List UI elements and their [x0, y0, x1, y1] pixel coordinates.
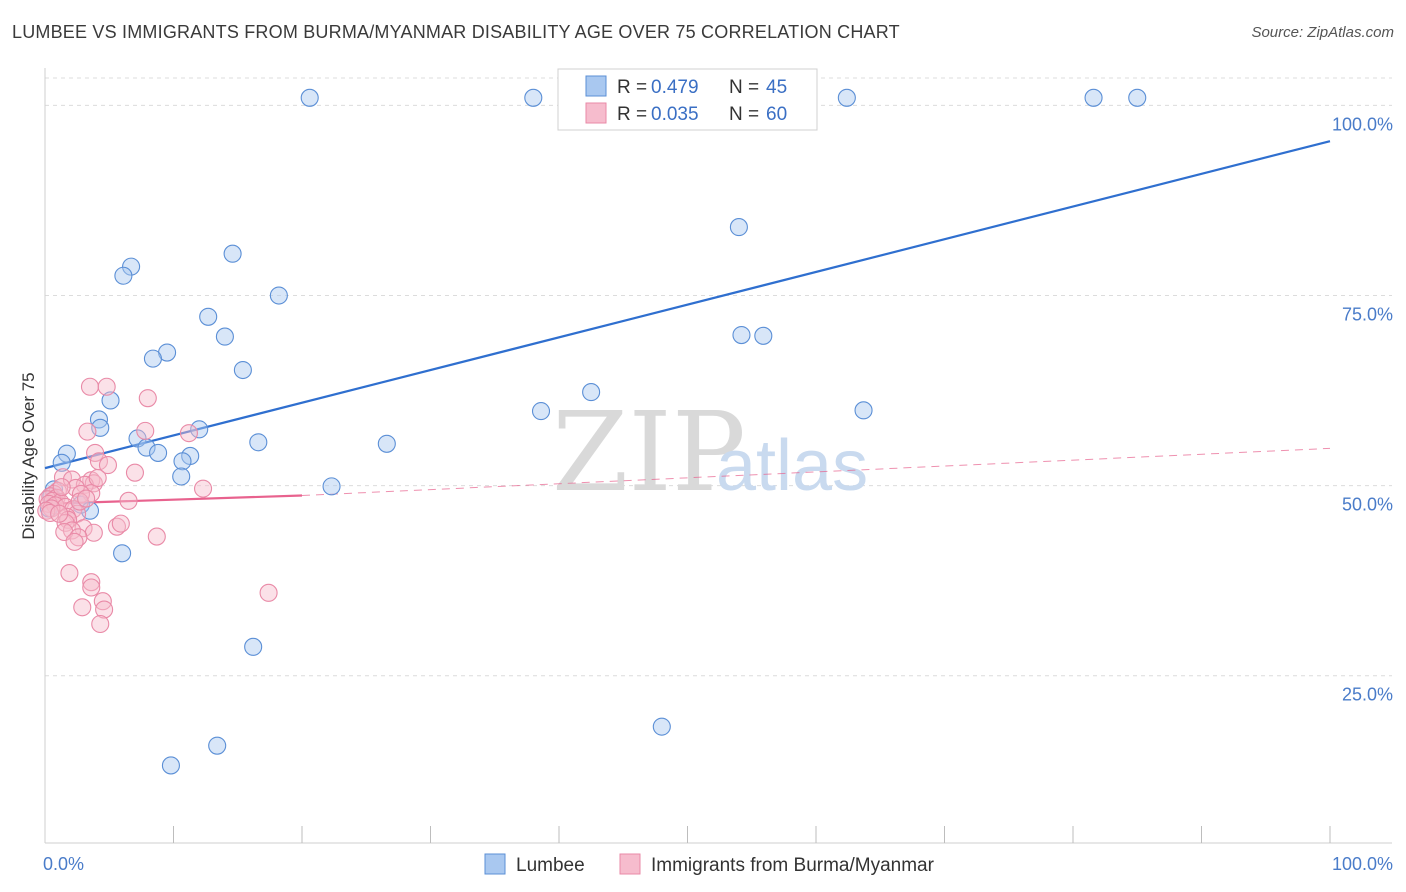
- bottom-legend-swatch-burma: [619, 853, 641, 875]
- lumbee-point-39: [113, 544, 132, 563]
- axes: [44, 68, 1392, 844]
- tick-labels: 100.0% 75.0% 50.0% 25.0% 0.0% 100.0%: [43, 114, 1393, 874]
- burma-point-6: [86, 443, 105, 462]
- burma-point-25: [119, 491, 138, 510]
- lumbee-point-25: [249, 433, 268, 452]
- burma-point-47: [82, 578, 101, 597]
- trend-line-burma-extension: [301, 447, 1331, 496]
- burma-point-36: [56, 513, 75, 532]
- series-legend: Lumbee Immigrants from Burma/Myanmar: [484, 853, 935, 876]
- legend-swatch-burma: [585, 102, 607, 124]
- burma-point-51: [95, 600, 114, 619]
- x-tick-label-0: 0.0%: [43, 854, 84, 874]
- lumbee-point-17: [101, 391, 120, 410]
- lumbee-point-13: [143, 349, 162, 368]
- burma-point-16: [194, 479, 213, 498]
- burma-point-56: [52, 478, 71, 497]
- burma-point-8: [98, 456, 118, 475]
- lumbee-point-34: [322, 477, 341, 496]
- x-tick-label-1: 100.0%: [1332, 854, 1393, 874]
- lumbee-point-31: [173, 452, 192, 471]
- data-points: [37, 88, 1147, 775]
- watermark: ZIP atlas: [552, 388, 868, 516]
- bottom-legend-swatch-lumbee: [484, 853, 506, 875]
- burma-point-4: [78, 422, 97, 441]
- stats-legend: R = 0.479 N = 45 R = 0.035 N = 60: [557, 68, 818, 131]
- burma-point-46: [82, 573, 101, 592]
- lumbee-point-32: [52, 453, 71, 472]
- lumbee-point-6: [223, 244, 242, 263]
- burma-point-5: [179, 424, 198, 443]
- burma-point-39: [62, 521, 82, 540]
- burma-point-1: [97, 377, 116, 396]
- y-tick-label-0: 100.0%: [1332, 114, 1393, 134]
- lumbee-point-16: [233, 360, 252, 380]
- burma-point-2: [138, 389, 157, 408]
- legend-n-label-burma: N =: [729, 104, 759, 125]
- lumbee-point-15: [754, 326, 773, 345]
- burma-point-50: [73, 598, 92, 617]
- burma-point-3: [136, 421, 155, 440]
- legend-n-value-burma: 60: [766, 104, 787, 125]
- legend-r-value-lumbee: 0.479: [651, 77, 699, 98]
- lumbee-point-9: [269, 286, 288, 305]
- burma-point-59: [77, 489, 96, 508]
- watermark-zip: ZIP: [552, 388, 746, 516]
- legend-n-value-lumbee: 45: [766, 77, 787, 98]
- bottom-legend-label-lumbee: Lumbee: [516, 855, 585, 876]
- burma-point-9: [125, 463, 144, 482]
- lumbee-point-42: [208, 736, 227, 755]
- lumbee-point-7: [122, 257, 141, 276]
- burma-point-52: [91, 614, 110, 634]
- lumbee-point-5: [729, 218, 748, 237]
- lumbee-point-19: [531, 402, 551, 421]
- bottom-legend-label-burma: Immigrants from Burma/Myanmar: [651, 855, 935, 876]
- lumbee-point-28: [149, 443, 168, 462]
- burma-point-57: [88, 468, 107, 488]
- burma-point-44: [65, 532, 84, 551]
- burma-point-45: [60, 564, 79, 583]
- chart-title: LUMBEE VS IMMIGRANTS FROM BURMA/MYANMAR …: [12, 22, 900, 42]
- legend-swatch-lumbee: [585, 75, 607, 97]
- lumbee-point-18: [582, 383, 601, 402]
- lumbee-point-4: [1128, 88, 1147, 107]
- watermark-atlas: atlas: [716, 426, 868, 506]
- lumbee-point-14: [732, 326, 751, 345]
- burma-point-38: [74, 519, 93, 538]
- burma-point-35: [59, 510, 78, 529]
- lumbee-point-26: [377, 434, 396, 453]
- lumbee-point-10: [199, 307, 218, 326]
- y-tick-label-1: 75.0%: [1342, 305, 1393, 325]
- burma-point-58: [50, 504, 69, 523]
- lumbee-point-2: [837, 88, 856, 107]
- burma-point-53: [111, 514, 130, 533]
- lumbee-point-20: [854, 401, 873, 420]
- lumbee-point-0: [300, 88, 319, 107]
- burma-point-0: [80, 377, 100, 396]
- chart-source: Source: ZipAtlas.com: [1251, 24, 1394, 41]
- lumbee-point-40: [244, 637, 263, 656]
- lumbee-point-33: [172, 467, 191, 486]
- y-axis-label: Disability Age Over 75: [19, 372, 38, 539]
- lumbee-point-3: [1084, 88, 1103, 107]
- lumbee-point-30: [57, 444, 76, 463]
- lumbee-point-41: [652, 717, 671, 736]
- burma-point-41: [84, 523, 103, 542]
- lumbee-point-43: [161, 756, 180, 775]
- burma-point-42: [147, 527, 166, 546]
- lumbee-point-8: [114, 266, 133, 285]
- lumbee-point-11: [215, 327, 234, 346]
- lumbee-point-1: [524, 88, 543, 107]
- lumbee-point-23: [190, 420, 209, 439]
- y-tick-label-2: 50.0%: [1342, 495, 1393, 515]
- y-tick-label-3: 25.0%: [1342, 685, 1393, 705]
- legend-r-label-burma: R =: [617, 104, 647, 125]
- legend-r-value-burma: 0.035: [651, 104, 699, 125]
- burma-point-48: [259, 583, 278, 602]
- legend-n-label-lumbee: N =: [729, 77, 759, 98]
- trend-line-lumbee: [44, 140, 1331, 470]
- legend-r-label-lumbee: R =: [617, 77, 647, 98]
